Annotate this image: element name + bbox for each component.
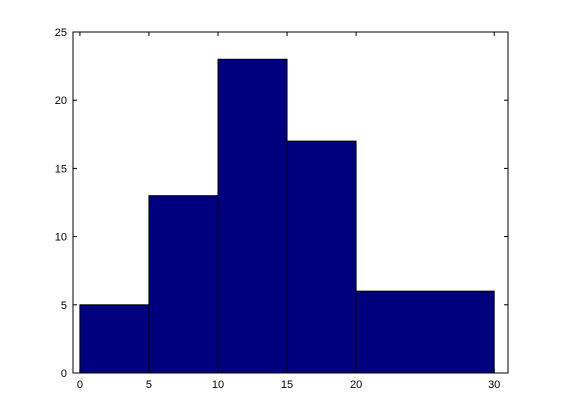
histogram-bar bbox=[286, 140, 357, 374]
y-tick-label: 15 bbox=[55, 163, 67, 175]
axes-box bbox=[72, 31, 509, 374]
y-tick-label: 20 bbox=[55, 95, 67, 107]
x-tick-label: 5 bbox=[146, 379, 152, 391]
y-tick-labels: 0 5 10 15 20 25 bbox=[55, 27, 67, 380]
histogram-bar bbox=[148, 195, 219, 374]
histogram-bar bbox=[217, 58, 288, 374]
x-tick-label: 30 bbox=[488, 379, 500, 391]
x-tick-label: 20 bbox=[350, 379, 362, 391]
y-tick-label: 10 bbox=[55, 232, 67, 244]
x-tick-label: 15 bbox=[281, 379, 293, 391]
histogram-bar bbox=[355, 290, 495, 374]
y-tick-label: 0 bbox=[61, 368, 67, 380]
x-tick-label: 0 bbox=[77, 379, 83, 391]
bars bbox=[79, 58, 495, 374]
y-tick-label: 5 bbox=[61, 300, 67, 312]
histogram-bar bbox=[79, 304, 150, 374]
x-tick-label: 10 bbox=[212, 379, 224, 391]
x-tick-labels: 0 5 10 15 20 30 bbox=[77, 379, 500, 391]
y-tick-label: 25 bbox=[55, 27, 67, 39]
